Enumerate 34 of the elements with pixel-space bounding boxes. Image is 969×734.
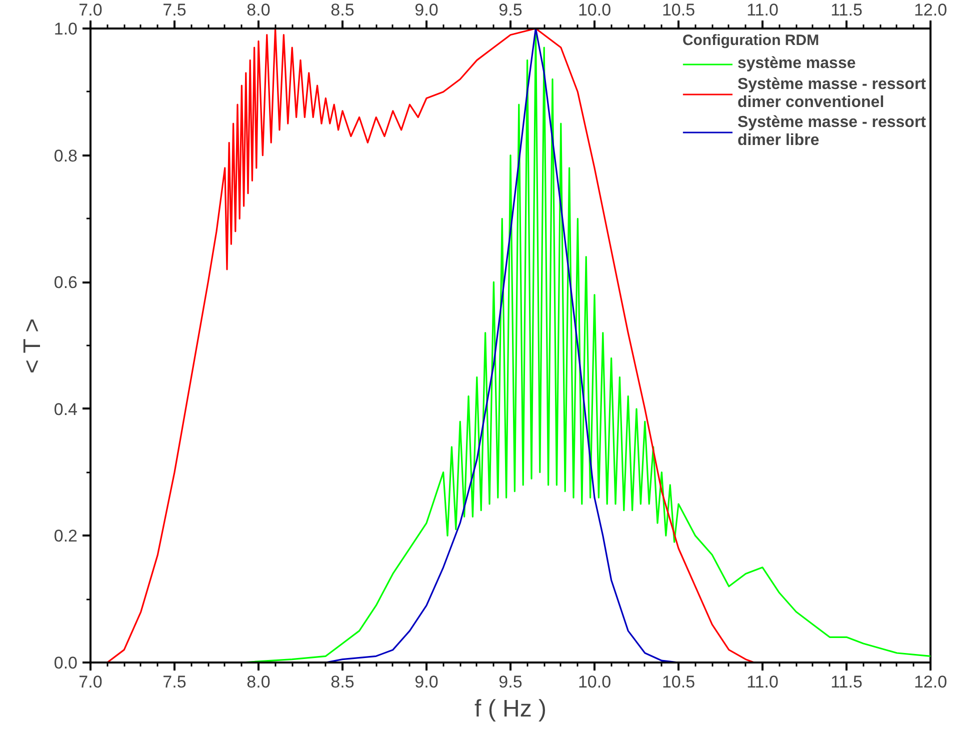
x2-tick-label: 7.0: [78, 672, 102, 692]
x-tick-label: 11.5: [830, 0, 862, 20]
x-tick-label: 10.0: [578, 0, 612, 20]
x-tick-label: 9.5: [498, 0, 522, 20]
x2-tick-label: 9.0: [414, 672, 438, 692]
x2-tick-label: 12.0: [914, 672, 948, 692]
y-tick-label: 1.0: [54, 20, 78, 38]
x-tick-label: 11.0: [746, 0, 778, 20]
x-tick-label: 8.0: [246, 0, 270, 20]
x2-tick-label: 8.0: [246, 672, 270, 692]
x-tick-label: 7.0: [78, 0, 102, 20]
x2-tick-label: 11.0: [746, 672, 778, 692]
legend-label: système masse: [737, 55, 856, 73]
x2-tick-label: 11.5: [830, 672, 862, 692]
x2-tick-label: 9.5: [498, 672, 522, 692]
legend-label: Système masse - ressort dimer libre: [737, 114, 926, 150]
x2-tick-label: 10.0: [578, 672, 612, 692]
x-tick-label: 9.0: [414, 0, 438, 20]
legend-title: Configuration RDM: [682, 32, 820, 49]
y-tick-label: 0.0: [54, 654, 78, 672]
x-tick-label: 8.5: [330, 0, 354, 20]
y-tick-label: 0.6: [54, 273, 78, 292]
x-axis-title: f ( Hz ): [474, 696, 547, 722]
x2-tick-label: 10.5: [662, 672, 696, 692]
x-tick-label: 12.0: [914, 0, 948, 20]
legend-label: Système masse - ressort dimer conventionel: [737, 76, 926, 112]
y-tick-label: 0.4: [54, 400, 78, 419]
x2-tick-label: 8.5: [330, 672, 354, 692]
x-tick-label: 7.5: [162, 0, 186, 20]
x2-tick-label: 7.5: [162, 672, 186, 692]
y-tick-label: 0.8: [54, 146, 78, 166]
x-tick-label: 10.5: [662, 0, 696, 20]
y-axis-title: < T >: [18, 318, 46, 374]
y-tick-label: 0.2: [54, 526, 78, 546]
